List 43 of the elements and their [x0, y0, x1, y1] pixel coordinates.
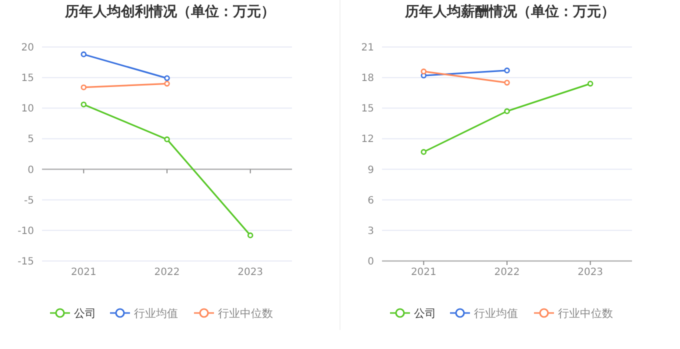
x-tick-label: 2021	[410, 267, 436, 278]
y-tick-label: 18	[361, 73, 374, 84]
legend-label: 行业中位数	[558, 306, 613, 320]
legend-label: 行业均值	[134, 306, 178, 320]
y-tick-label: -15	[18, 256, 34, 268]
y-tick-label: 9	[368, 164, 374, 176]
y-tick-label: 6	[368, 195, 374, 206]
y-tick-label: 3	[368, 226, 374, 237]
x-tick-label: 2021	[70, 267, 96, 278]
legend-label: 公司	[74, 306, 96, 320]
point	[504, 80, 510, 86]
point	[164, 75, 170, 82]
point	[420, 68, 427, 74]
point	[164, 136, 170, 142]
y-tick-label: 15	[21, 73, 34, 84]
point	[504, 108, 510, 114]
point	[247, 232, 254, 238]
point	[80, 84, 87, 90]
chart-title: 历年人均创利情况（单位：万元）	[64, 4, 275, 20]
point	[164, 80, 170, 87]
y-tick-label: 20	[21, 42, 34, 54]
y-tick-label: 5	[28, 134, 34, 146]
legend-label: 公司	[414, 306, 436, 320]
point	[80, 51, 87, 58]
point	[80, 102, 87, 108]
legend-label: 行业中位数	[218, 306, 273, 320]
legend-label: 行业均值	[474, 306, 518, 320]
y-tick-label: 12	[361, 134, 374, 146]
y-tick-label: 10	[21, 104, 34, 115]
y-tick-label: 21	[361, 42, 374, 54]
point	[504, 68, 510, 74]
x-tick-label: 2023	[578, 267, 604, 278]
y-tick-label: -10	[18, 226, 34, 237]
y-tick-label: -5	[24, 195, 34, 206]
y-tick-label: 0	[28, 164, 34, 176]
x-tick-label: 2022	[154, 267, 180, 278]
y-tick-label: 15	[361, 104, 374, 115]
y-tick-label: 0	[368, 256, 374, 268]
chart-title: 历年人均薪酬情况（单位：万元）	[404, 4, 615, 20]
point	[587, 80, 594, 87]
point	[420, 149, 427, 155]
x-tick-label: 2023	[238, 267, 264, 278]
x-tick-label: 2022	[494, 267, 520, 278]
